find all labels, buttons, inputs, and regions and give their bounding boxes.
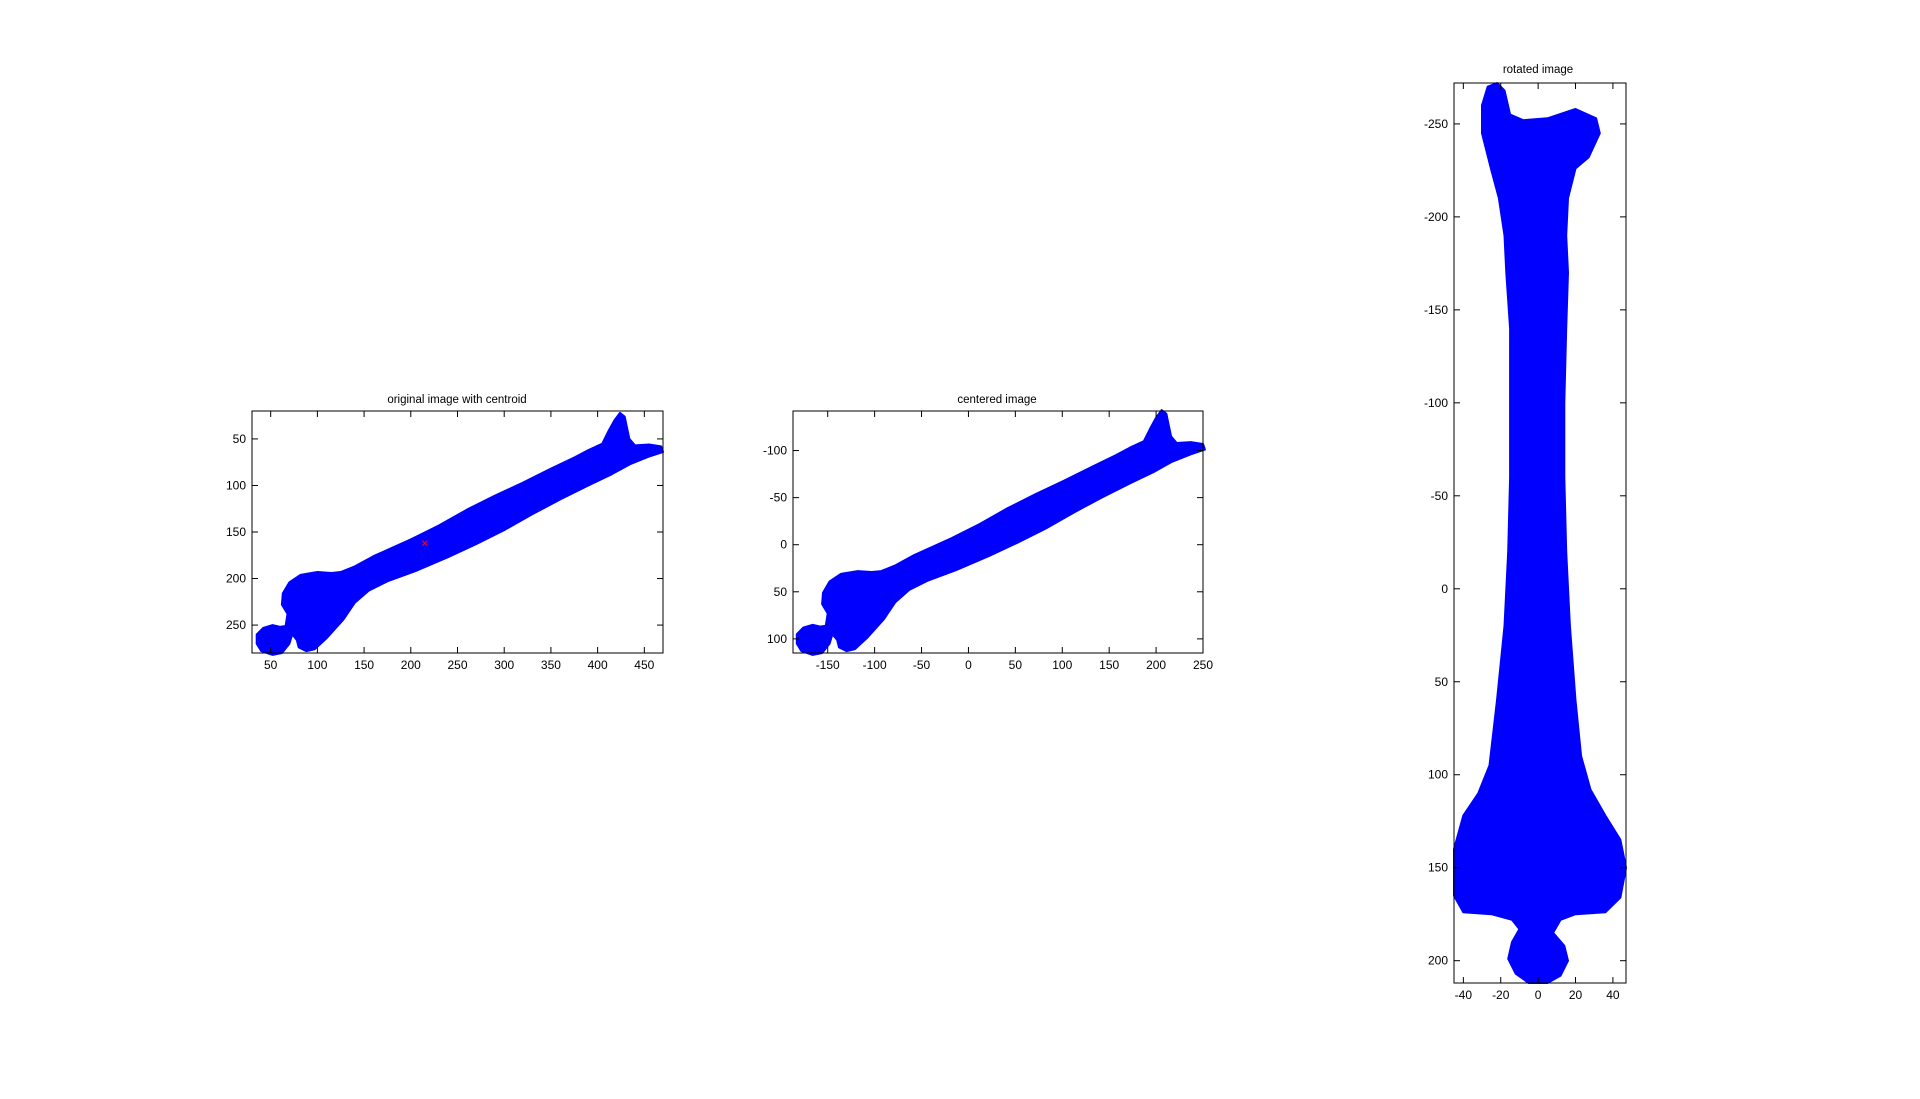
x-tick-label: -150 [816, 658, 840, 672]
y-tick-label: 250 [226, 618, 246, 632]
x-tick-label: 400 [588, 658, 608, 672]
x-tick-label: 100 [1052, 658, 1072, 672]
x-tick-label: -100 [863, 658, 887, 672]
plot-area-centered [795, 409, 1206, 656]
chart-title-rotated: rotated image [1503, 64, 1573, 76]
x-tick-label: 150 [1099, 658, 1119, 672]
bone-shape-centered [795, 409, 1206, 656]
plot-area-rotated [1453, 82, 1627, 984]
plot-area-original [255, 411, 664, 656]
y-tick-label: -150 [1424, 303, 1448, 317]
y-tick-label: 50 [233, 432, 247, 446]
y-tick-label: 50 [774, 585, 788, 599]
x-tick-label: 200 [1146, 658, 1166, 672]
chart-centered-image: centered image -150 -100 -50 0 50 100 150 200 25… [763, 394, 1213, 672]
x-tick-label: 450 [634, 658, 654, 672]
y-tick-label: 100 [767, 632, 787, 646]
y-tick-label: -200 [1424, 210, 1448, 224]
x-tick-label: 40 [1606, 988, 1620, 1002]
x-tick-label: -40 [1455, 988, 1473, 1002]
axes-frame-rotated [1453, 82, 1627, 984]
y-tick-label: -250 [1424, 117, 1448, 131]
y-tick-label: 0 [780, 538, 787, 552]
x-tick-label: 0 [1535, 988, 1542, 1002]
x-tick-label: 50 [1009, 658, 1023, 672]
bone-shape-original [255, 411, 664, 656]
x-tick-label: 50 [264, 658, 278, 672]
y-tick-label: 150 [226, 525, 246, 539]
x-tick-label: 300 [494, 658, 514, 672]
x-tick-label: 200 [401, 658, 421, 672]
y-tick-label: 150 [1428, 861, 1448, 875]
x-tick-label: 0 [965, 658, 972, 672]
y-tick-label: 100 [1428, 768, 1448, 782]
x-tick-label: 20 [1569, 988, 1583, 1002]
x-tick-label: -20 [1492, 988, 1510, 1002]
bone-shape-rotated [1453, 82, 1627, 984]
y-tick-label: -50 [1431, 489, 1449, 503]
x-tick-label: 100 [307, 658, 327, 672]
y-tick-label: 200 [226, 572, 246, 586]
centroid-marker [421, 540, 428, 547]
x-tick-label: 350 [541, 658, 561, 672]
centroid-marker-stroke [421, 540, 428, 547]
x-tick-label: 250 [1193, 658, 1213, 672]
y-tick-label: 50 [1435, 675, 1449, 689]
y-tick-label: 200 [1428, 954, 1448, 968]
x-tick-label: 250 [447, 658, 467, 672]
ticks-centered: -150 -100 -50 0 50 100 150 200 250 -100 -50 0 50 100 [763, 411, 1213, 672]
chart-title-original: original image with centroid [387, 394, 526, 406]
x-tick-label: 150 [354, 658, 374, 672]
y-tick-label: -100 [1424, 396, 1448, 410]
axes-frame-centered [792, 410, 1204, 654]
chart-original-image-with-centroid: original image with centroid 50 100 150 200… [226, 394, 664, 672]
chart-rotated-image: rotated image -40 -20 0 20 40-250-200-150-10… [1424, 64, 1627, 1002]
chart-title-centered: centered image [957, 394, 1036, 406]
ticks-rotated: -40 -20 0 20 40-250-200-150-100-500501001502… [1424, 83, 1626, 1002]
y-tick-label: 100 [226, 478, 246, 492]
x-tick-label: -50 [913, 658, 931, 672]
ticks-original: 50 100 150 200 250 300 350 400 450 50 100 150 200 250 [226, 411, 663, 672]
y-tick-label: -50 [770, 491, 788, 505]
y-tick-label: 0 [1441, 582, 1448, 596]
y-tick-label: -100 [763, 444, 787, 458]
